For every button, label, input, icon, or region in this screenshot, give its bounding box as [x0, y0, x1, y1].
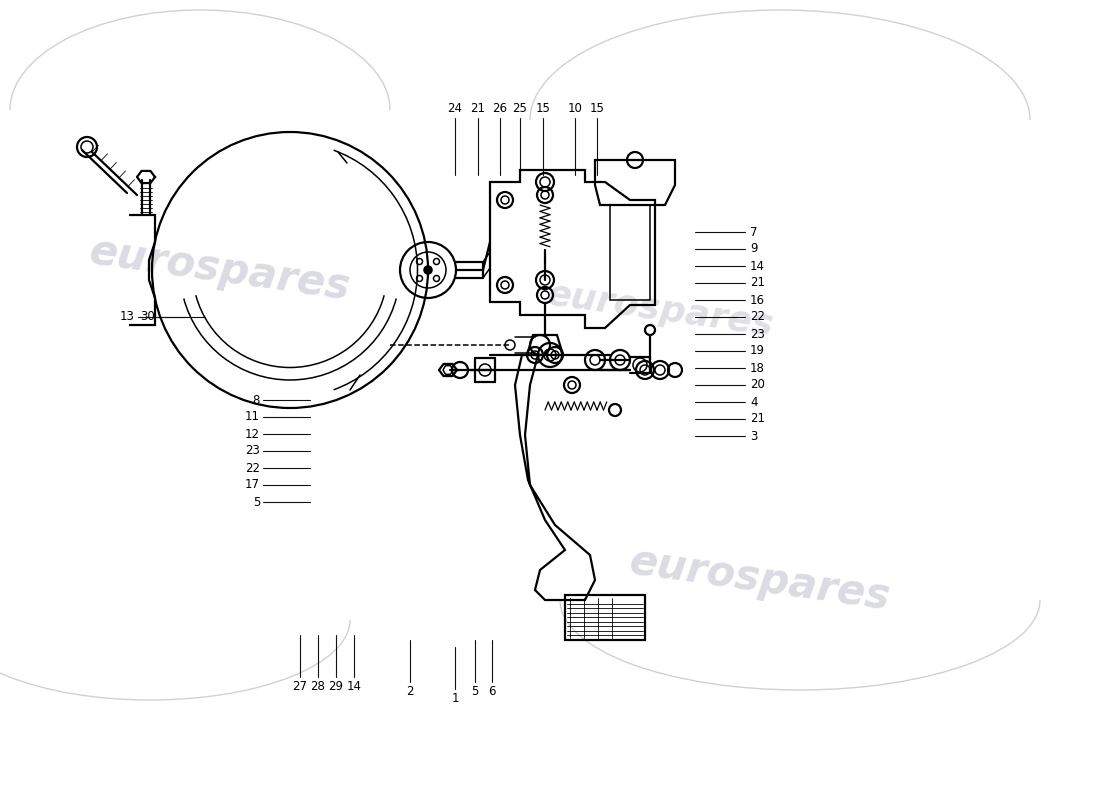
Bar	[565, 595, 645, 640]
Text: 16: 16	[750, 294, 764, 306]
Text: 28: 28	[310, 680, 326, 693]
Text: 1: 1	[451, 692, 459, 705]
Text: 26: 26	[493, 102, 507, 115]
Text: 29: 29	[329, 680, 343, 693]
Text: 22: 22	[245, 462, 260, 474]
Circle shape	[424, 266, 432, 274]
Text: 19: 19	[750, 345, 764, 358]
Text: 21: 21	[750, 413, 764, 426]
Text: 15: 15	[590, 102, 604, 115]
Text: 30: 30	[141, 310, 155, 323]
Text: 22: 22	[750, 310, 764, 323]
Text: 21: 21	[471, 102, 485, 115]
Text: 18: 18	[750, 362, 764, 374]
Text: 13: 13	[120, 310, 135, 323]
Text: 8: 8	[253, 394, 260, 406]
Text: 2: 2	[406, 685, 414, 698]
Text: 21: 21	[750, 277, 764, 290]
Text: 9: 9	[750, 242, 758, 255]
Text: 15: 15	[536, 102, 550, 115]
Text: 27: 27	[293, 680, 308, 693]
Text: 14: 14	[346, 680, 362, 693]
Text: 6: 6	[488, 685, 496, 698]
Text: 12: 12	[245, 427, 260, 441]
Text: 3: 3	[750, 430, 758, 442]
Text: 7: 7	[750, 226, 758, 238]
Text: 14: 14	[750, 259, 764, 273]
Text: 23: 23	[750, 327, 764, 341]
Text: 24: 24	[448, 102, 462, 115]
Text: 5: 5	[471, 685, 478, 698]
Text: 17: 17	[245, 478, 260, 491]
Text: eurospares: eurospares	[87, 231, 353, 309]
Text: eurospares: eurospares	[627, 541, 893, 619]
Text: 5: 5	[253, 495, 260, 509]
Text: 10: 10	[568, 102, 582, 115]
Text: eurospares: eurospares	[544, 278, 776, 342]
Text: 11: 11	[245, 410, 260, 423]
Text: 20: 20	[750, 378, 764, 391]
Text: 25: 25	[513, 102, 527, 115]
Text: 23: 23	[245, 445, 260, 458]
Text: 4: 4	[750, 395, 758, 409]
